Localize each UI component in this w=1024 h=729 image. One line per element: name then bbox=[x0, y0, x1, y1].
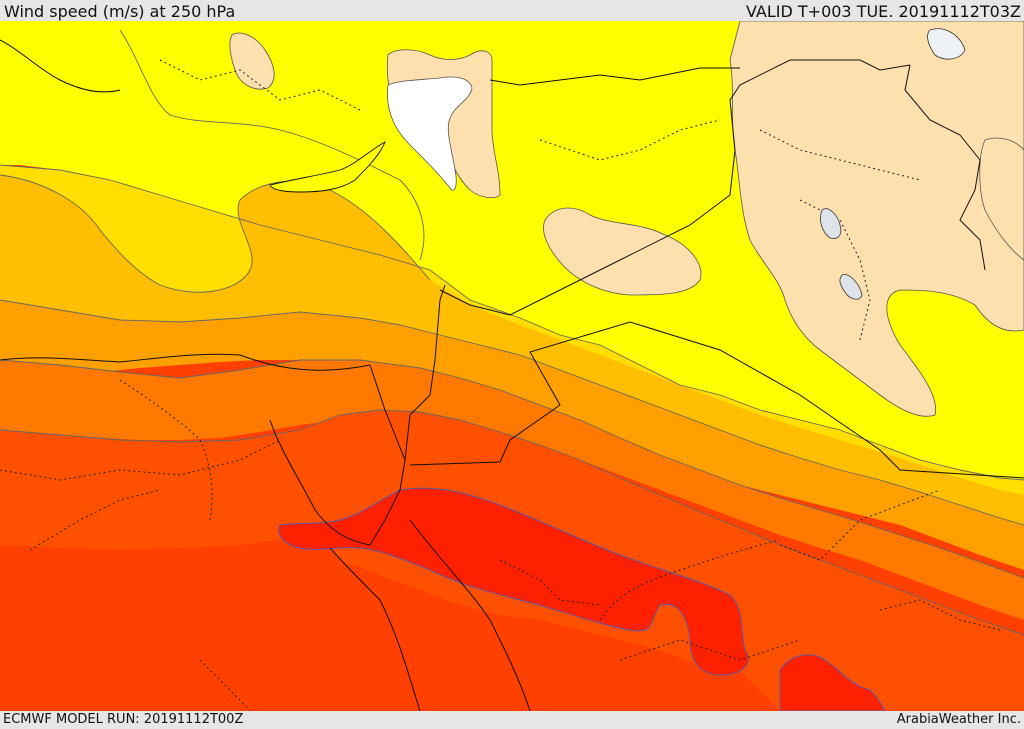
band-red-patch bbox=[779, 654, 886, 711]
map-title: Wind speed (m/s) at 250 hPa bbox=[4, 2, 236, 21]
credit-label: ArabiaWeather Inc. bbox=[896, 712, 1021, 727]
lake-shape bbox=[927, 28, 966, 60]
isotach-contours bbox=[0, 29, 1024, 636]
internal-boundaries bbox=[0, 59, 1001, 711]
band-orange-red-lower bbox=[0, 540, 780, 711]
lake-shape bbox=[839, 274, 863, 300]
band-tan-east bbox=[729, 21, 1024, 417]
map-footer: ECMWF MODEL RUN: 20191112T00Z ArabiaWeat… bbox=[0, 711, 1024, 729]
band-dark-orange bbox=[0, 360, 1024, 620]
valid-time: VALID T+003 TUE. 20191112T03Z bbox=[745, 2, 1021, 21]
lake-shape bbox=[820, 208, 842, 239]
band-orange bbox=[0, 300, 1024, 570]
map-canvas bbox=[0, 21, 1024, 711]
band-tan-mid bbox=[543, 207, 702, 296]
island-shape bbox=[269, 141, 386, 193]
country-borders bbox=[0, 39, 1024, 711]
band-white bbox=[387, 76, 473, 191]
band-tan-right bbox=[979, 137, 1024, 261]
band-red-core bbox=[278, 487, 749, 676]
wind-speed-map bbox=[0, 21, 1024, 711]
model-run-label: ECMWF MODEL RUN: 20191112T00Z bbox=[3, 712, 244, 727]
map-header: Wind speed (m/s) at 250 hPa VALID T+003 … bbox=[0, 0, 1024, 21]
band-tan-small bbox=[229, 32, 275, 90]
